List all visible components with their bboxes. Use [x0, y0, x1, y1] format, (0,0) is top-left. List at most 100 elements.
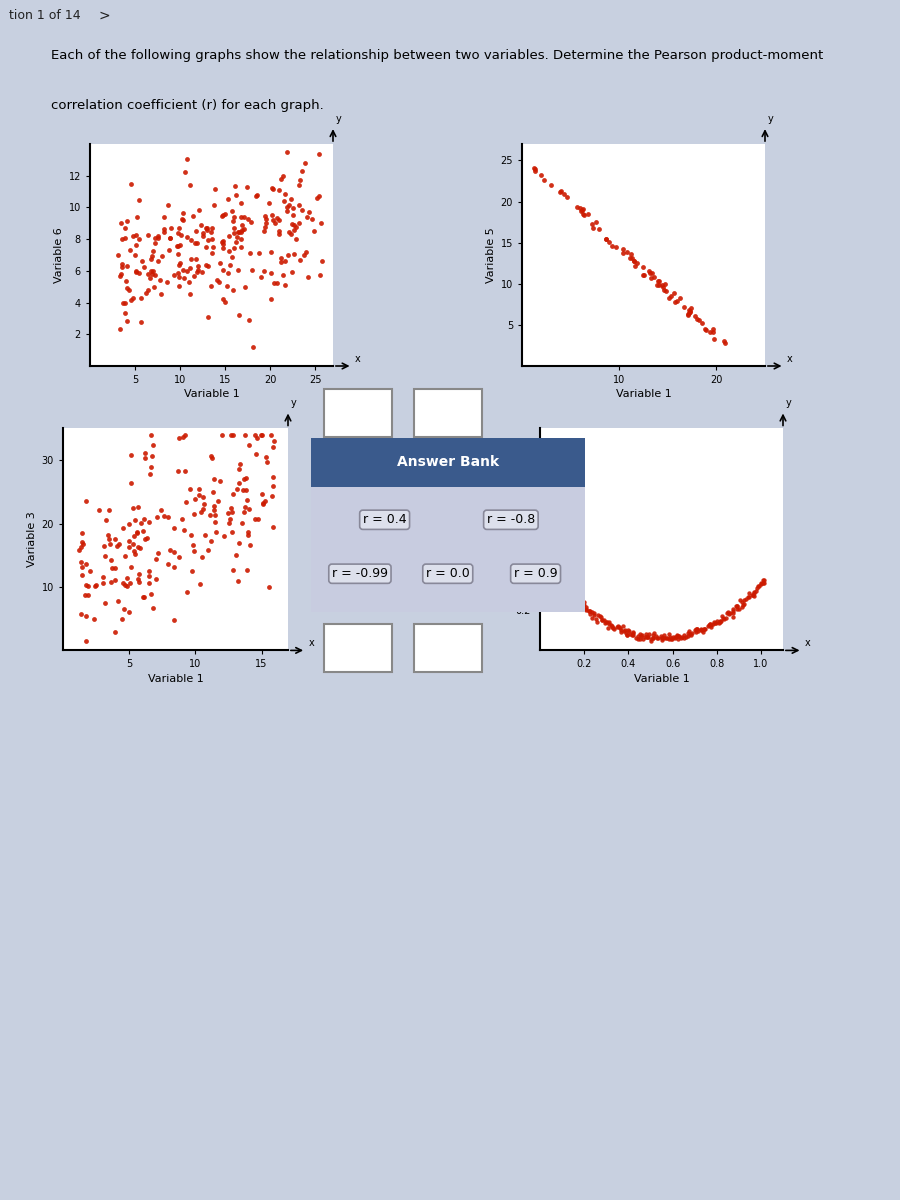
Point [216, 239, 230, 258]
Point [600, 618, 615, 637]
Point [193, 574, 207, 593]
Point [282, 196, 296, 215]
Point [703, 614, 717, 634]
Point [747, 583, 761, 602]
Point [115, 258, 130, 277]
Point [644, 269, 658, 288]
Point [248, 509, 263, 528]
Point [183, 284, 197, 304]
Point [203, 505, 218, 524]
Bar [310, 438, 585, 487]
Point [704, 616, 718, 635]
Point [672, 626, 687, 646]
Point [133, 288, 148, 307]
Point [569, 589, 583, 608]
Point [204, 276, 219, 295]
Point [162, 240, 176, 259]
Point [216, 289, 230, 308]
X-axis label: Variable 1: Variable 1 [184, 389, 239, 400]
Point [284, 215, 299, 234]
Point [590, 606, 605, 625]
Point [698, 619, 712, 638]
Point [577, 592, 591, 611]
Point [129, 263, 143, 282]
Point [144, 250, 158, 269]
Point [235, 221, 249, 240]
Point [137, 588, 151, 607]
Point [223, 256, 238, 275]
Point [127, 541, 141, 560]
Point [199, 218, 213, 238]
Point [184, 230, 198, 250]
Point [96, 536, 111, 556]
Point [579, 596, 593, 616]
Point [226, 560, 240, 580]
Point [204, 229, 219, 248]
Text: x: x [355, 354, 361, 364]
Y-axis label: Variable 3: Variable 3 [27, 511, 38, 568]
Point [659, 281, 673, 300]
Point [74, 553, 88, 572]
Point [222, 514, 237, 533]
FancyBboxPatch shape [324, 624, 392, 672]
Point [190, 262, 204, 281]
Point [189, 234, 203, 253]
Point [274, 252, 288, 271]
Point [314, 252, 328, 271]
Point [643, 263, 657, 282]
Point [653, 626, 668, 646]
Point [145, 446, 159, 466]
Point [662, 624, 676, 643]
Point [694, 619, 708, 638]
Point [577, 595, 591, 614]
Point [670, 626, 684, 646]
Point [122, 574, 137, 593]
Point [617, 620, 632, 640]
Point [292, 196, 306, 215]
Point [120, 257, 134, 276]
Point [746, 587, 760, 606]
Point [274, 169, 288, 188]
Point [104, 551, 118, 570]
Point [730, 600, 744, 619]
Point [682, 624, 697, 643]
Point [76, 534, 91, 553]
Point [598, 613, 612, 632]
Point [292, 214, 306, 233]
FancyBboxPatch shape [324, 389, 392, 437]
Point [688, 307, 702, 326]
Point [248, 445, 263, 464]
Point [220, 276, 235, 295]
Point [143, 464, 157, 484]
Point [212, 472, 227, 491]
Point [751, 578, 765, 598]
Point [216, 205, 230, 224]
Point [241, 526, 256, 545]
Point [623, 248, 637, 268]
Point [527, 161, 542, 180]
Point [287, 215, 302, 234]
Point [230, 227, 244, 246]
Point [114, 264, 129, 283]
Point [161, 196, 176, 215]
Point [121, 311, 135, 330]
Point [205, 449, 220, 468]
Point [196, 223, 211, 242]
Point [576, 595, 590, 614]
Point [585, 215, 599, 234]
Point [216, 232, 230, 251]
Point [651, 629, 665, 648]
Point [555, 575, 570, 594]
Point [720, 604, 734, 623]
Point [625, 625, 639, 644]
Point [286, 221, 301, 240]
Point [573, 202, 588, 221]
Point [200, 221, 214, 240]
Point [213, 253, 228, 272]
Point [233, 193, 248, 212]
Point [89, 576, 104, 595]
Point [120, 211, 134, 230]
Point [130, 208, 144, 227]
Point [683, 301, 698, 320]
Point [285, 199, 300, 218]
